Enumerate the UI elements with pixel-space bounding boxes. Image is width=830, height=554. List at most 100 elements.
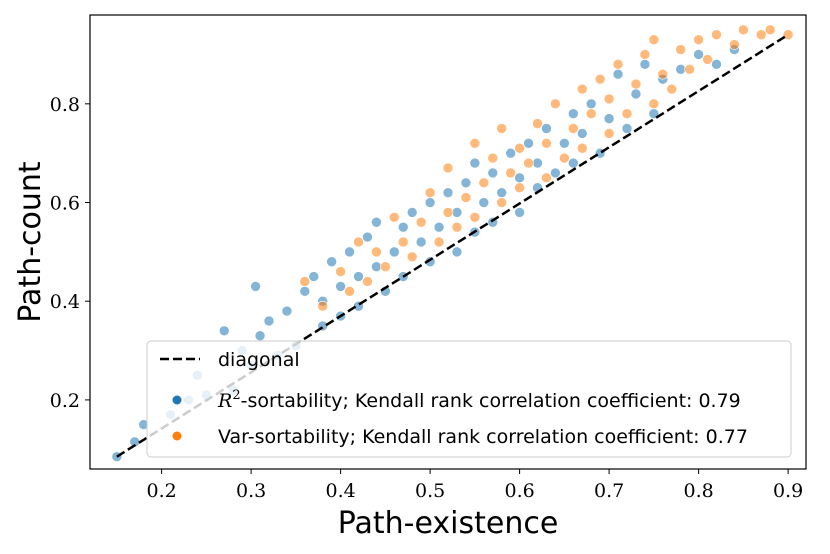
point-r2-42 (460, 177, 472, 189)
point-r2-60 (576, 128, 588, 139)
y-axis-ticks: 0.2 0.4 0.6 0.8 (50, 94, 90, 412)
point-var-8 (388, 212, 400, 223)
point-var-18 (469, 138, 481, 149)
point-r2-35 (415, 236, 427, 248)
point-var-29 (541, 172, 552, 184)
point-var-44 (648, 98, 660, 110)
point-var-5 (362, 276, 373, 287)
plot-frame (89, 14, 807, 470)
x-tick-label: 0.3 (236, 480, 266, 502)
point-var-36 (585, 108, 597, 119)
point-r2-51 (514, 172, 525, 184)
point-var-42 (630, 78, 642, 90)
point-r2-15 (281, 305, 293, 317)
point-r2-40 (451, 246, 463, 258)
point-var-32 (559, 152, 570, 164)
point-var-1 (317, 300, 329, 312)
point-r2-58 (567, 108, 579, 119)
x-tick-label: 0.6 (504, 480, 534, 502)
point-r2-55 (541, 123, 552, 134)
y-tick-label: 0.2 (50, 390, 80, 412)
point-var-34 (576, 83, 588, 95)
legend-box (146, 340, 792, 458)
point-var-23 (496, 123, 508, 134)
point-r2-41 (451, 207, 463, 218)
point-var-15 (442, 162, 454, 174)
point-var-17 (460, 192, 472, 203)
point-var-7 (380, 261, 391, 272)
point-r2-57 (559, 138, 570, 149)
point-r2-61 (585, 98, 597, 110)
legend: diagonal R2-sortability; Kendall rank co… (146, 340, 792, 458)
point-r2-45 (478, 197, 490, 208)
point-r2-64 (612, 68, 624, 80)
point-var-33 (567, 123, 579, 134)
x-axis-label: Path-existence (338, 506, 559, 541)
point-var-20 (478, 177, 490, 189)
x-tick-label: 0.5 (415, 480, 445, 502)
point-r2-72 (711, 59, 722, 70)
point-r2-54 (532, 157, 543, 169)
point-var-28 (532, 118, 543, 129)
point-r2-63 (603, 113, 615, 124)
point-r2-31 (388, 246, 400, 258)
x-tick-label: 0.4 (325, 480, 355, 502)
point-var-22 (496, 197, 508, 208)
point-var-51 (702, 54, 713, 65)
point-r2-18 (308, 271, 320, 282)
point-var-53 (729, 39, 740, 50)
point-var-45 (648, 34, 660, 45)
point-var-57 (782, 29, 794, 41)
point-var-16 (451, 221, 463, 233)
point-r2-47 (487, 167, 499, 179)
point-r2-59 (567, 157, 579, 169)
legend-marker-var (172, 431, 182, 441)
point-var-27 (523, 157, 534, 169)
point-var-25 (514, 182, 525, 194)
legend-marker-r2 (172, 395, 182, 405)
point-r2-27 (362, 231, 373, 243)
point-r2-7 (218, 325, 230, 337)
point-var-24 (505, 167, 516, 179)
point-var-11 (415, 216, 427, 228)
point-var-48 (675, 44, 687, 55)
point-r2-52 (523, 138, 534, 149)
x-tick-label: 0.7 (594, 480, 624, 502)
legend-diagonal-label: diagonal (218, 349, 300, 371)
x-axis-ticks: 0.2 0.3 0.4 0.5 0.6 0.7 0.8 0.9 (146, 469, 803, 502)
point-var-40 (612, 59, 624, 70)
point-r2-67 (639, 59, 651, 70)
point-var-19 (469, 212, 481, 223)
point-var-35 (576, 142, 588, 154)
point-r2-65 (621, 123, 633, 134)
point-r2-48 (496, 187, 508, 198)
point-var-46 (657, 68, 669, 80)
point-var-30 (541, 138, 552, 149)
point-r2-50 (514, 207, 525, 218)
point-var-13 (433, 236, 445, 248)
point-r2-21 (326, 256, 337, 268)
point-var-38 (603, 128, 615, 139)
point-var-26 (514, 142, 525, 154)
point-var-43 (639, 49, 651, 60)
y-axis-label: Path-count (13, 161, 48, 323)
point-var-0 (299, 276, 311, 287)
point-var-21 (487, 152, 499, 164)
point-var-10 (406, 251, 418, 263)
x-tick-label: 0.2 (146, 480, 176, 502)
point-var-47 (666, 83, 678, 95)
point-r2-11 (250, 281, 261, 292)
point-var-54 (738, 24, 749, 36)
point-var-4 (353, 236, 364, 248)
point-r2-34 (406, 207, 418, 218)
legend-label-var: Var-sortability; Kendall rank correlatio… (218, 426, 748, 448)
point-var-12 (424, 187, 436, 198)
point-r2-44 (469, 157, 481, 169)
point-var-39 (603, 93, 615, 105)
point-var-50 (693, 34, 704, 45)
x-tick-label: 0.8 (683, 480, 713, 502)
point-r2-49 (505, 147, 516, 159)
point-var-31 (550, 98, 561, 110)
legend-label-r2: R2-sortability; Kendall rank correlation… (217, 388, 741, 412)
point-var-2 (335, 266, 346, 277)
